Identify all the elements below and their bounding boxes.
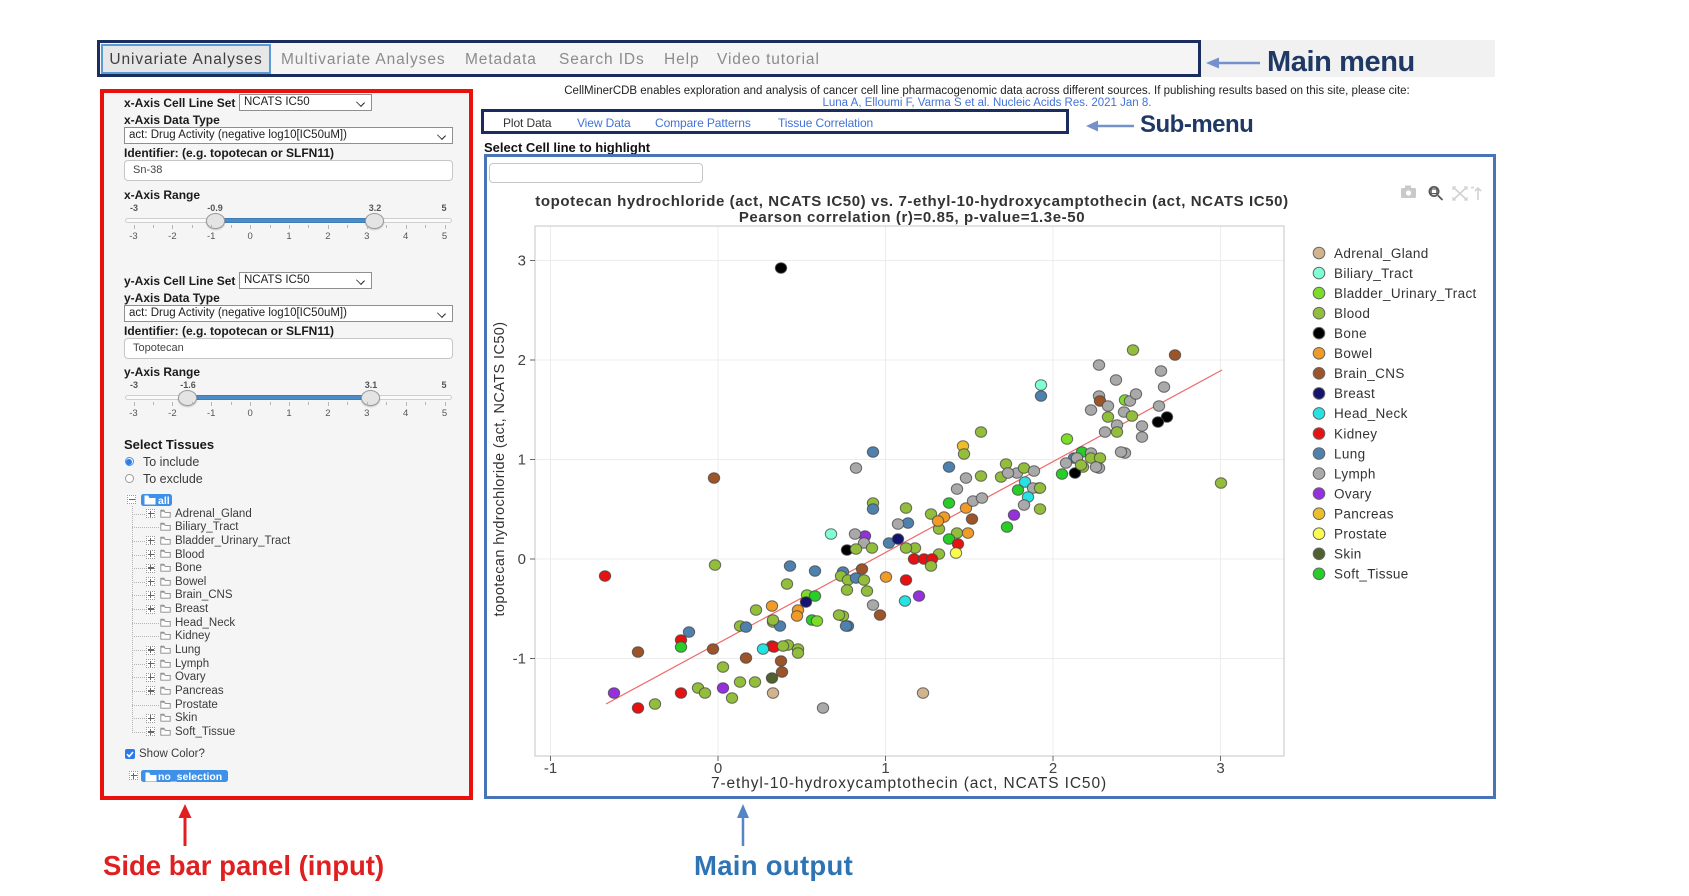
svg-text:7-ethyl-10-hydroxycamptothecin: 7-ethyl-10-hydroxycamptothecin (act, NCA… xyxy=(711,775,1107,792)
svg-text:Lymph: Lymph xyxy=(1334,466,1376,481)
svg-text:Pearson correlation (r)=0.85,: Pearson correlation (r)=0.85, p-value=1.… xyxy=(739,209,1085,226)
svg-text:Head_Neck: Head_Neck xyxy=(1334,406,1408,421)
svg-text:3: 3 xyxy=(1216,760,1224,777)
svg-text:Blood: Blood xyxy=(1334,306,1370,321)
svg-text:2: 2 xyxy=(1049,760,1057,777)
svg-text:0: 0 xyxy=(714,760,722,777)
svg-text:topotecan hydrochloride (act,: topotecan hydrochloride (act, NCATS IC50… xyxy=(535,193,1288,210)
svg-text:0: 0 xyxy=(518,551,526,568)
svg-text:Brain_CNS: Brain_CNS xyxy=(1334,366,1405,381)
svg-text:Kidney: Kidney xyxy=(1334,426,1377,441)
svg-text:-1: -1 xyxy=(544,760,557,777)
svg-text:3: 3 xyxy=(518,253,526,270)
svg-text:Bowel: Bowel xyxy=(1334,346,1373,361)
svg-text:Biliary_Tract: Biliary_Tract xyxy=(1334,266,1413,281)
svg-text:Breast: Breast xyxy=(1334,386,1375,401)
svg-text:Adrenal_Gland: Adrenal_Gland xyxy=(1334,246,1429,261)
svg-text:-1: -1 xyxy=(513,651,526,668)
svg-text:1: 1 xyxy=(518,452,526,469)
svg-text:2: 2 xyxy=(518,352,526,369)
svg-text:Lung: Lung xyxy=(1334,446,1365,461)
svg-text:Soft_Tissue: Soft_Tissue xyxy=(1334,567,1409,582)
svg-text:Ovary: Ovary xyxy=(1334,486,1372,501)
svg-text:1: 1 xyxy=(881,760,889,777)
svg-text:Prostate: Prostate xyxy=(1334,527,1387,542)
svg-text:Pancreas: Pancreas xyxy=(1334,507,1394,522)
svg-text:Bladder_Urinary_Tract: Bladder_Urinary_Tract xyxy=(1334,286,1477,301)
svg-text:Bone: Bone xyxy=(1334,326,1367,341)
svg-text:topotecan hydrochloride (act,: topotecan hydrochloride (act, NCATS IC50… xyxy=(492,322,508,617)
svg-text:Skin: Skin xyxy=(1334,547,1362,562)
